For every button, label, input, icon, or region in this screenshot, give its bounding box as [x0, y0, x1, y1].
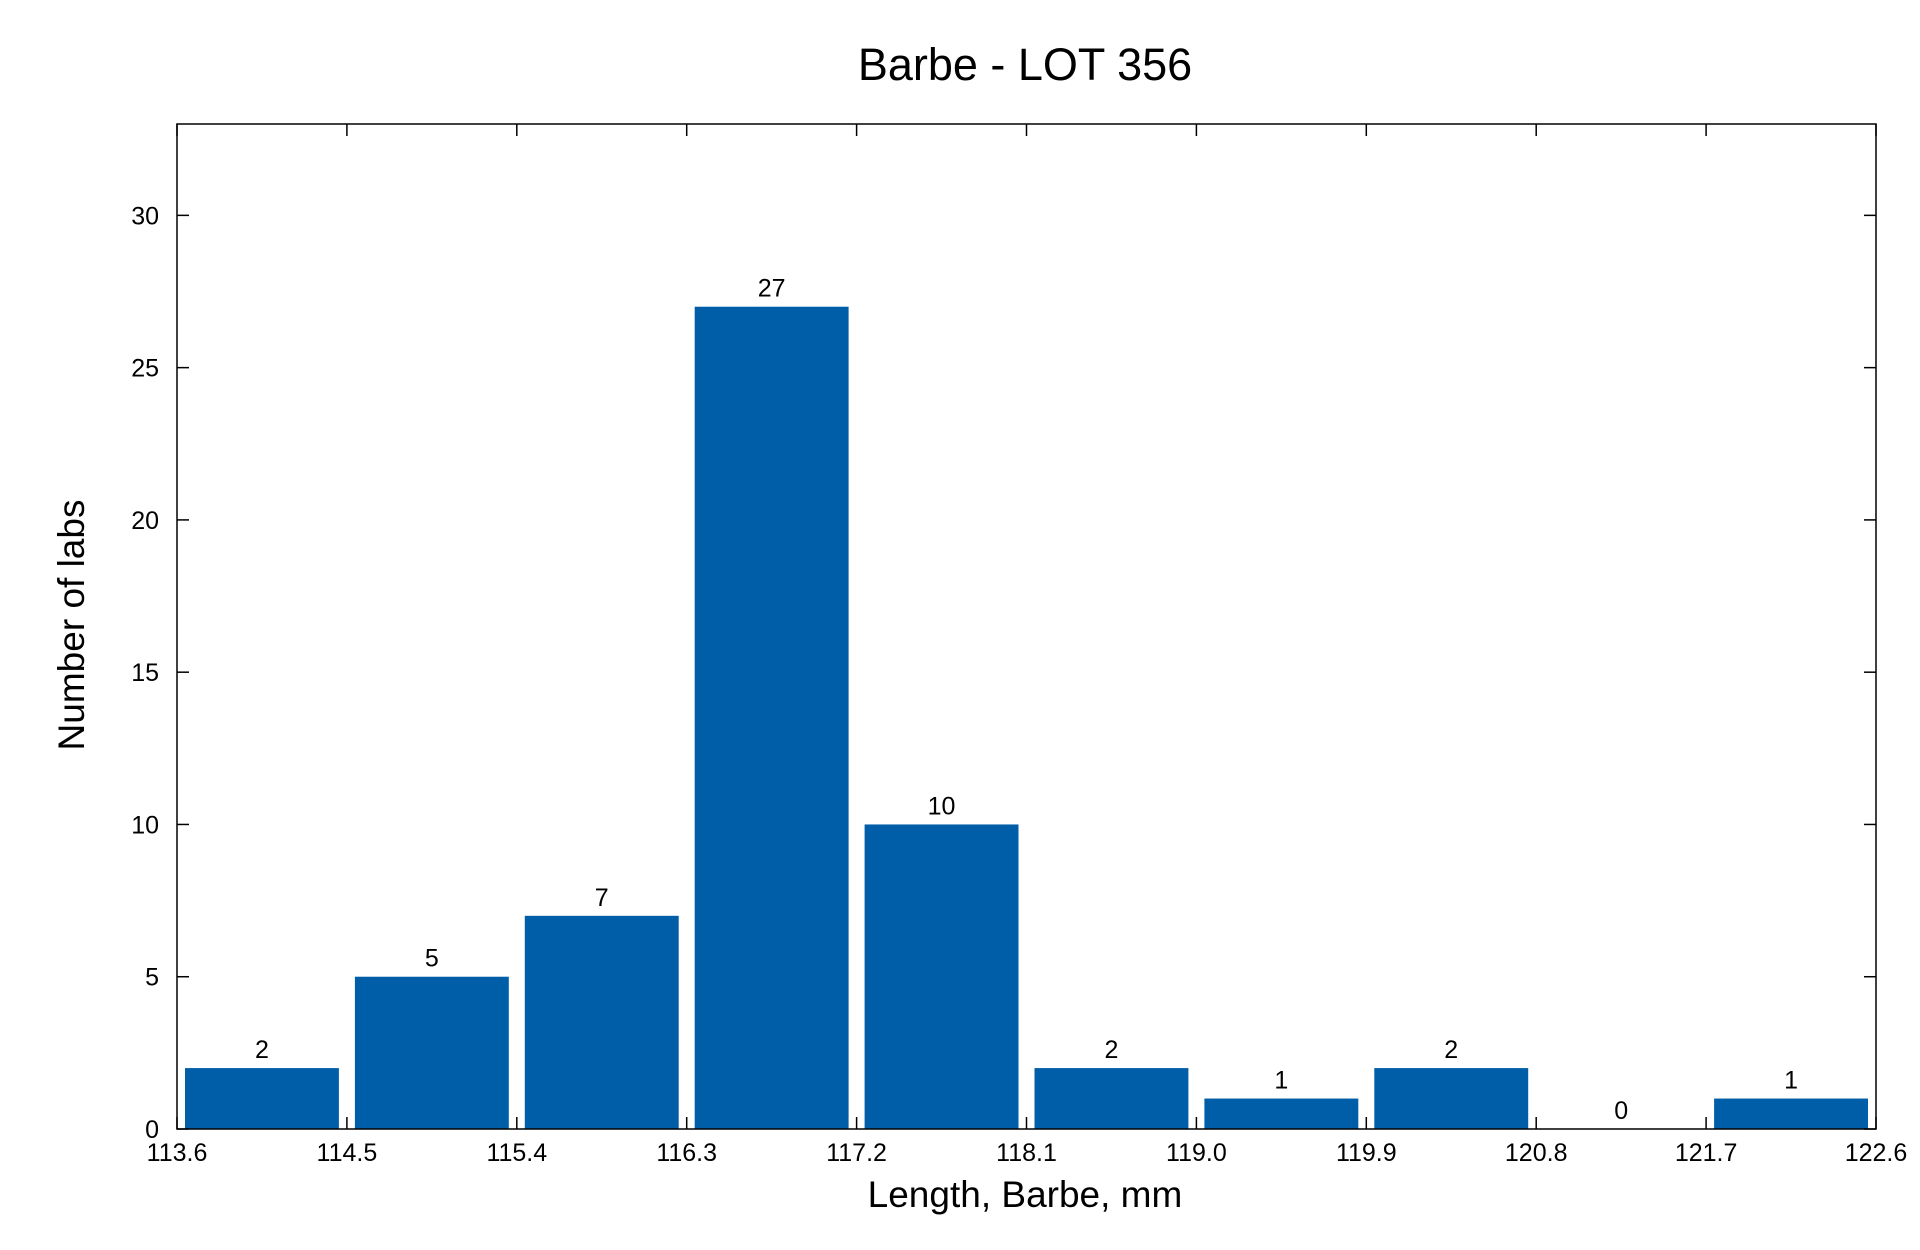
bars-layer: [185, 306, 1868, 1129]
x-tick-label-6: 119.0: [1166, 1139, 1227, 1167]
data-label-7: 2: [1444, 1036, 1458, 1064]
y-tick-label-6: 30: [131, 202, 159, 230]
bar-1: [354, 976, 509, 1129]
data-label-6: 1: [1274, 1067, 1288, 1095]
data-labels-layer: 2 5 7 27 10 2 1 2 0 1: [255, 275, 1798, 1125]
x-tick-label-5: 118.1: [996, 1139, 1057, 1167]
data-label-3: 27: [758, 275, 786, 303]
plot-frame: [176, 123, 1877, 1130]
x-tick-label-2: 115.4: [486, 1139, 547, 1167]
y-axis-label: Number of labs: [51, 500, 92, 751]
data-label-9: 1: [1784, 1067, 1798, 1095]
x-tick-label-3: 116.3: [656, 1139, 717, 1167]
y-tick-label-1: 5: [145, 964, 159, 992]
bar-2: [524, 915, 679, 1129]
data-label-8: 0: [1614, 1097, 1628, 1125]
y-tick-label-2: 10: [131, 811, 159, 839]
x-tick-label-8: 120.8: [1505, 1139, 1568, 1167]
x-tick-label-0: 113.6: [147, 1139, 208, 1167]
y-tick-label-4: 20: [131, 507, 159, 535]
chart-title: Barbe - LOT 356: [858, 39, 1192, 90]
data-label-0: 2: [255, 1036, 269, 1064]
bar-6: [1204, 1098, 1359, 1129]
ticks-layer: 113.6 114.5 115.4 116.3 117.2 118.1 119.0 119.9…: [131, 124, 1907, 1167]
data-label-2: 7: [595, 884, 609, 912]
bar-4: [864, 824, 1019, 1129]
x-tick-label-7: 119.9: [1336, 1139, 1397, 1167]
x-tick-label-1: 114.5: [317, 1139, 378, 1167]
x-tick-label-9: 121.7: [1675, 1139, 1738, 1167]
x-tick-label-10: 122.6: [1845, 1139, 1908, 1167]
bar-3: [694, 306, 849, 1129]
bar-5: [1034, 1068, 1189, 1129]
y-tick-label-5: 25: [131, 355, 159, 383]
bar-0: [185, 1068, 339, 1129]
data-label-1: 5: [425, 945, 439, 973]
bar-9: [1714, 1098, 1868, 1129]
data-label-4: 10: [928, 792, 956, 820]
x-tick-label-4: 117.2: [826, 1139, 887, 1167]
bar-7: [1374, 1068, 1529, 1129]
x-axis-label: Length, Barbe, mm: [868, 1174, 1183, 1215]
data-label-5: 2: [1104, 1036, 1118, 1064]
y-tick-label-3: 15: [131, 659, 159, 687]
y-tick-label-0: 0: [145, 1116, 159, 1144]
